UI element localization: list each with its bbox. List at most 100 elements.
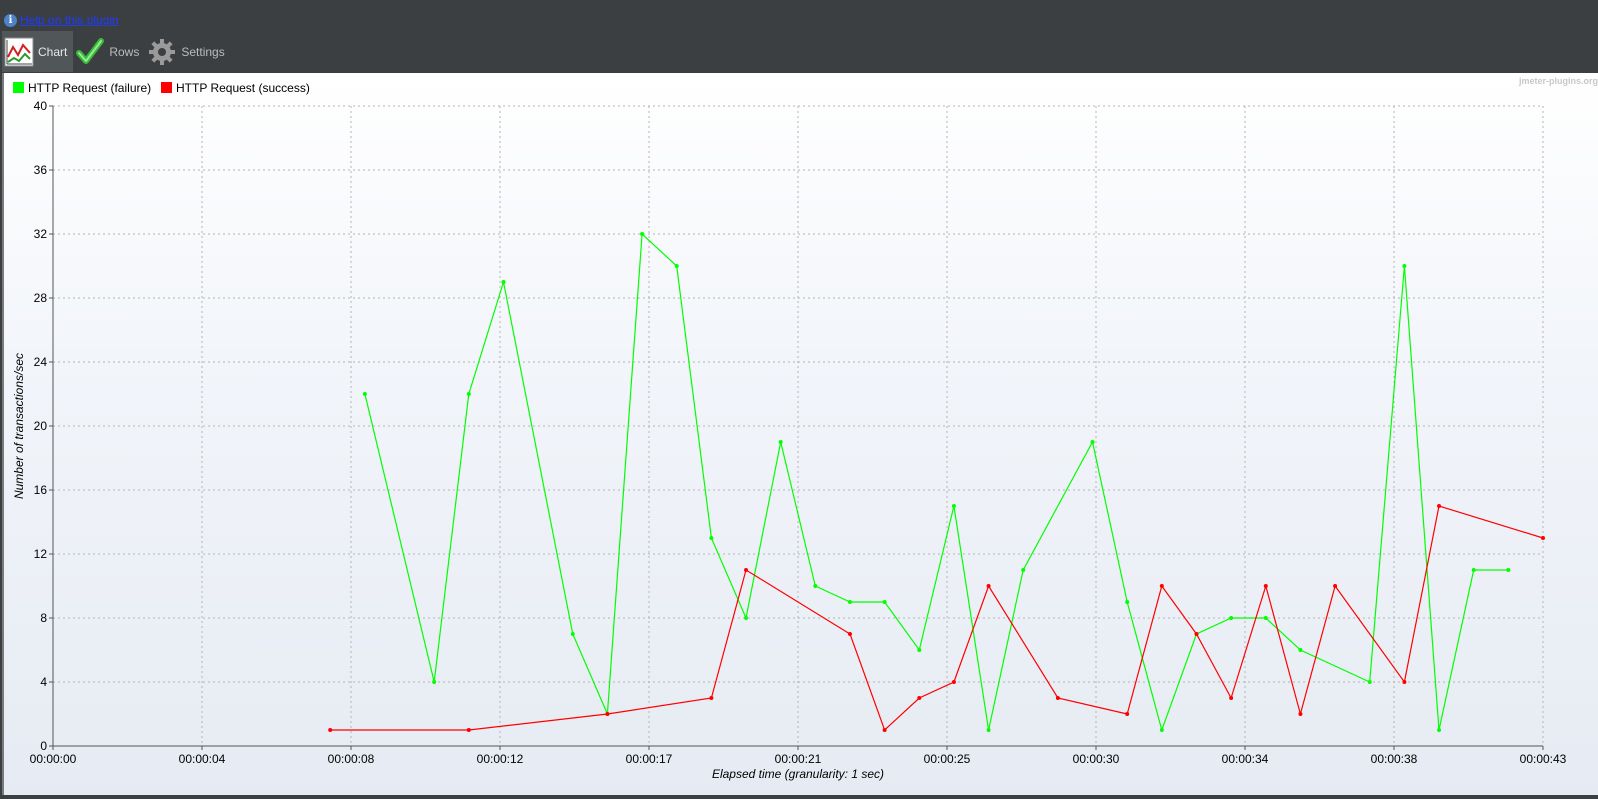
data-point-success: [1263, 584, 1268, 588]
data-point-success: [847, 632, 852, 636]
series-line-failure: [364, 232, 1509, 732]
gear-icon: [149, 38, 176, 65]
legend-swatch-success: [161, 82, 172, 93]
plugin-toolbar: i Help on this plugin Chart Rows: [0, 0, 1598, 73]
x-axis-label: Elapsed time (granularity: 1 sec): [712, 767, 884, 781]
y-tick-label: 4: [40, 675, 47, 689]
y-tick-label: 36: [34, 163, 48, 177]
data-point-failure: [709, 536, 714, 540]
data-point-success: [328, 728, 333, 732]
data-point-success: [1055, 696, 1060, 700]
legend: HTTP Request (failure) HTTP Request (suc…: [13, 81, 310, 95]
x-tick-label: 00:00:43: [1520, 752, 1567, 766]
x-tick-labels: 00:00:00 00:00:04 00:00:08 00:00:12 00:00:17…: [30, 752, 1567, 766]
x-tick-label: 00:00:21: [775, 752, 822, 766]
data-point-success: [1229, 696, 1234, 700]
data-point-failure: [882, 600, 887, 604]
tab-settings[interactable]: Settings: [145, 31, 230, 72]
help-row: i Help on this plugin: [4, 12, 119, 28]
data-point-failure: [1021, 568, 1026, 572]
legend-label-failure: HTTP Request (failure): [28, 81, 151, 95]
data-point-failure: [501, 280, 506, 284]
data-point-success: [986, 584, 991, 588]
x-tick-label: 00:00:08: [328, 752, 375, 766]
info-icon: i: [4, 13, 17, 27]
watermark: jmeter-plugins.org: [1518, 76, 1598, 86]
y-tick-label: 28: [34, 291, 48, 305]
y-tick-label: 12: [34, 547, 48, 561]
checkmark-icon: [76, 37, 105, 64]
data-point-success: [951, 680, 956, 684]
data-point-failure: [847, 600, 852, 604]
chart-icon: [4, 37, 34, 66]
tab-chart[interactable]: Chart: [2, 31, 74, 72]
x-tick-label: 00:00:17: [626, 752, 673, 766]
data-point-success: [1402, 680, 1407, 684]
data-point-failure: [1229, 616, 1234, 620]
data-point-success: [1541, 536, 1545, 540]
data-point-failure: [640, 232, 645, 236]
data-point-failure: [744, 616, 749, 620]
data-point-failure: [1298, 648, 1303, 652]
tab-rows[interactable]: Rows: [73, 31, 145, 72]
data-point-failure: [1437, 728, 1442, 732]
legend-label-success: HTTP Request (success): [176, 81, 310, 95]
chart-panel: jmeter-plugins.org HTTP Request (failure…: [2, 73, 1598, 795]
x-tick-label: 00:00:25: [924, 752, 971, 766]
data-point-failure: [1367, 680, 1372, 684]
data-point-failure: [917, 648, 922, 652]
data-point-success: [605, 712, 610, 716]
tab-rows-label: Rows: [109, 44, 140, 59]
transactions-chart: jmeter-plugins.org HTTP Request (failure…: [12, 76, 1598, 781]
data-point-failure: [778, 440, 783, 444]
grid: [49, 105, 1544, 750]
y-tick-label: 16: [34, 483, 48, 497]
data-point-failure: [466, 392, 471, 396]
series-failure: [362, 232, 1511, 732]
data-point-success: [744, 568, 749, 572]
data-point-success: [882, 728, 887, 732]
data-point-failure: [570, 632, 575, 636]
data-point-failure: [432, 680, 437, 684]
view-tabs: Chart Rows Settings: [2, 31, 231, 72]
data-point-success: [1333, 584, 1338, 588]
series-layer: [328, 232, 1545, 732]
y-tick-label: 20: [34, 419, 48, 433]
data-point-success: [1125, 712, 1130, 716]
data-point-success: [917, 696, 922, 700]
data-point-success: [709, 696, 714, 700]
y-tick-label: 32: [34, 227, 48, 241]
legend-swatch-failure: [13, 82, 24, 93]
tab-chart-label: Chart: [38, 44, 68, 59]
data-point-failure: [362, 392, 367, 396]
data-point-success: [1437, 504, 1442, 508]
series-line-success: [330, 505, 1544, 732]
x-tick-label: 00:00:04: [179, 752, 226, 766]
data-point-failure: [1125, 600, 1130, 604]
y-tick-label: 24: [34, 355, 48, 369]
data-point-failure: [951, 504, 956, 508]
x-tick-label: 00:00:12: [477, 752, 524, 766]
tab-settings-label: Settings: [181, 44, 225, 59]
data-point-success: [1159, 584, 1164, 588]
data-point-failure: [1263, 616, 1268, 620]
y-tick-label: 0: [40, 739, 47, 753]
data-point-success: [1298, 712, 1303, 716]
data-point-failure: [1159, 728, 1164, 732]
data-point-failure: [1506, 568, 1511, 572]
y-tick-labels: 0 4 8 12 16 20 24 28 32 36 40: [34, 99, 48, 753]
x-tick-label: 00:00:00: [30, 752, 77, 766]
data-point-failure: [1090, 440, 1095, 444]
data-point-failure: [1402, 264, 1407, 268]
data-point-failure: [674, 264, 679, 268]
data-point-failure: [986, 728, 991, 732]
help-link[interactable]: Help on this plugin: [20, 13, 119, 27]
x-tick-label: 00:00:30: [1073, 752, 1120, 766]
x-tick-label: 00:00:34: [1222, 752, 1269, 766]
data-point-failure: [813, 584, 818, 588]
x-tick-label: 00:00:38: [1371, 752, 1418, 766]
y-axis-label: Number of transactions/sec: [12, 353, 26, 499]
y-tick-label: 8: [40, 611, 47, 625]
data-point-success: [1194, 632, 1199, 636]
series-success: [328, 504, 1545, 732]
